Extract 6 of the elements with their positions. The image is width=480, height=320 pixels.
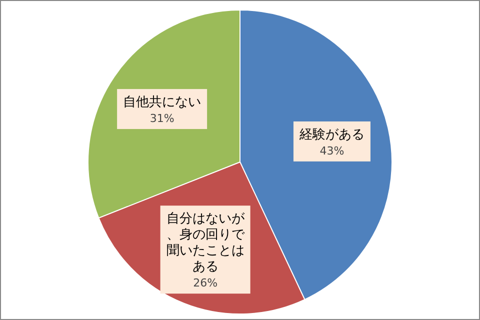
slice-label: 自分はないが、身の回りで聞いたことはある: [166, 211, 246, 274]
data-label: 26%: [193, 276, 218, 290]
slice-label: 自他共にない: [123, 94, 202, 110]
data-label: 43%: [320, 144, 344, 158]
data-label: 31%: [150, 112, 174, 125]
slice-label: 経験がある: [298, 127, 364, 142]
